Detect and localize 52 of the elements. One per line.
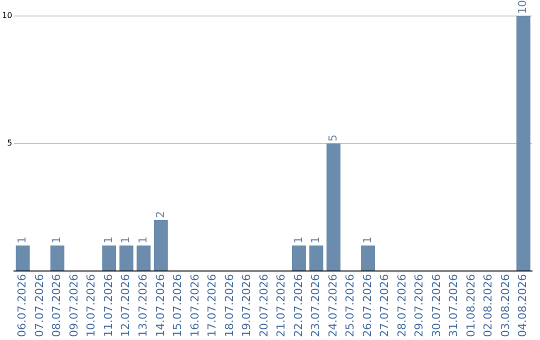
data-label: 1 [136,236,150,244]
data-label: 1 [360,236,374,244]
data-label: 1 [50,236,64,244]
x-tick-label: 26.07.2026 [360,274,374,338]
data-label: 10 [516,0,530,14]
x-tick-label: 15.07.2026 [171,274,184,338]
x-tick-label: 16.07.2026 [188,274,202,338]
x-tick-label: 27.07.2026 [378,274,392,338]
bar [361,246,375,271]
data-label: 1 [16,236,29,244]
x-tick-label: 01.08.2026 [464,274,478,338]
bar [292,246,306,271]
x-tick-label: 25.07.2026 [344,274,357,338]
x-tick-label: 09.07.2026 [67,274,80,338]
x-tick-label: 02.08.2026 [482,274,495,338]
bar [309,246,324,271]
bar [326,144,340,271]
data-label: 1 [309,236,322,244]
x-tick-label: 31.07.2026 [447,274,460,338]
x-tick-label: 22.07.2026 [292,274,305,338]
data-label: 1 [102,236,115,244]
data-label: 1 [292,236,305,244]
bar [102,246,116,271]
x-tick-label: 10.07.2026 [84,274,98,338]
x-tick-label: 08.07.2026 [50,274,64,338]
x-tick-label: 13.07.2026 [136,274,150,338]
x-tick-label: 20.07.2026 [257,274,270,338]
bar [154,220,168,271]
x-tick-label: 29.07.2026 [412,274,426,338]
x-tick-label: 30.07.2026 [430,274,443,338]
bar [50,246,64,271]
x-tick-label: 14.07.2026 [154,274,167,338]
x-tick-label: 23.07.2026 [309,274,322,338]
x-tick-label: 28.07.2026 [395,274,408,338]
x-tick-label: 11.07.2026 [102,274,115,338]
x-tick-label: 06.07.2026 [16,274,29,338]
x-tick-label: 21.07.2026 [274,274,288,338]
data-label: 1 [119,236,132,244]
data-label: 5 [326,134,340,142]
bar [119,246,134,271]
x-tick-label: 07.07.2026 [32,274,46,338]
data-label: 2 [154,211,167,218]
x-tick-label: 19.07.2026 [240,274,254,338]
bar [16,246,30,271]
bar [516,16,530,271]
x-tick-label: 03.08.2026 [498,274,512,338]
x-tick-label: 12.07.2026 [119,274,132,338]
x-tick-label: 24.07.2026 [326,274,340,338]
bar [136,246,151,271]
x-tick-label: 17.07.2026 [206,274,219,338]
x-tick-label: 18.07.2026 [222,274,236,338]
x-tick-label: 04.08.2026 [516,274,530,338]
